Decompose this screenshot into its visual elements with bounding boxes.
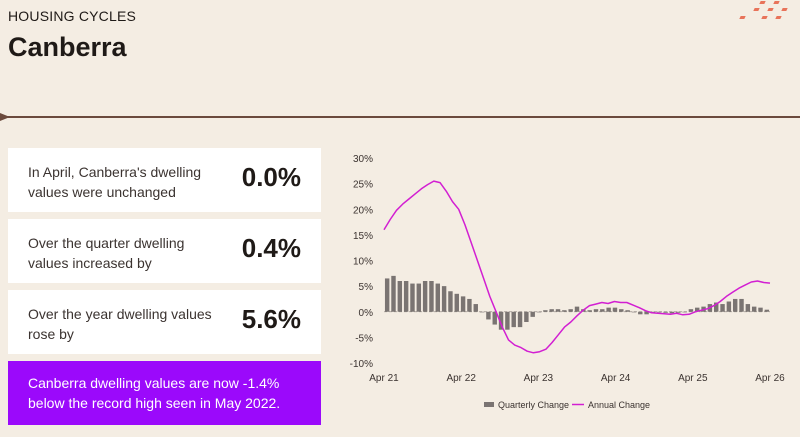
y-tick-label: 0% — [359, 308, 374, 319]
y-tick-label: -10% — [350, 359, 373, 370]
quarterly-change-bar — [593, 309, 599, 312]
quarterly-change-bar — [448, 291, 453, 312]
quarterly-change-bar — [657, 311, 662, 313]
eyebrow-label: HOUSING CYCLES — [8, 8, 137, 24]
quarterly-change-bar — [498, 311, 504, 330]
quarterly-change-bar — [536, 311, 542, 313]
quarterly-change-bar — [688, 309, 694, 312]
quarterly-change-bar — [435, 283, 441, 312]
y-tick-label: 10% — [353, 257, 373, 268]
page-title: Canberra — [8, 32, 127, 62]
quarterly-change-bar — [543, 310, 548, 312]
quarterly-change-bar — [682, 311, 687, 313]
quarterly-change-bar — [745, 304, 751, 312]
y-tick-label: 30% — [353, 154, 373, 165]
quarterly-change-bar — [416, 283, 422, 312]
quarterly-change-bar — [486, 311, 491, 320]
quarterly-change-bar — [422, 281, 428, 312]
x-tick-label: Apr 26 — [755, 373, 785, 384]
quarterly-change-bar — [473, 304, 478, 312]
quarterly-change-bar — [676, 311, 681, 313]
quarterly-change-bar — [479, 311, 485, 313]
quarterly-change-bar — [669, 311, 675, 314]
quarterly-change-bar — [410, 283, 415, 312]
quarterly-change-bar — [713, 302, 719, 312]
quarterly-change-bar — [663, 311, 668, 313]
quarterly-change-bar — [612, 307, 618, 312]
x-tick-label: Apr 21 — [369, 373, 399, 384]
quarterly-change-bar — [467, 298, 472, 312]
quarterly-change-bar — [397, 281, 403, 312]
y-tick-label: 20% — [353, 205, 373, 216]
y-tick-label: 25% — [353, 180, 373, 191]
legend-quarterly-label: Quarterly Change — [498, 400, 569, 410]
stat-card-annual: Over the year dwelling values rose by 5.… — [8, 290, 321, 354]
quarterly-change-bar — [587, 310, 592, 312]
quarterly-change-bar — [530, 311, 535, 317]
stat-card-monthly: In April, Canberra's dwelling values wer… — [8, 148, 321, 212]
quarterly-change-bar — [549, 309, 554, 312]
quarterly-change-bar — [720, 304, 725, 312]
stat-value: 5.6% — [241, 304, 301, 334]
stat-card-quarterly: Over the quarter dwelling values increas… — [8, 219, 321, 283]
quarterly-change-bar — [391, 275, 396, 312]
quarterly-change-bar — [562, 310, 567, 312]
quarterly-change-bar — [454, 293, 459, 312]
quarterly-change-bar — [429, 281, 434, 312]
decorative-marks-icon — [739, 0, 790, 22]
x-tick-label: Apr 25 — [678, 373, 708, 384]
stat-description: Over the quarter dwelling values increas… — [28, 235, 185, 271]
quarterly-change-bar — [726, 301, 732, 312]
quarterly-change-bar — [625, 310, 630, 312]
y-tick-label: 15% — [353, 231, 373, 242]
quarterly-change-bar — [732, 298, 738, 312]
x-tick-label: Apr 24 — [601, 373, 631, 384]
quarterly-change-bar — [511, 311, 516, 328]
quarterly-change-bar — [631, 311, 637, 313]
quarterly-change-bar — [441, 286, 447, 312]
y-tick-label: -5% — [355, 333, 373, 344]
quarterly-change-bar — [638, 311, 643, 315]
quarterly-change-bar — [403, 281, 409, 312]
legend-annual-label: Annual Change — [588, 400, 650, 410]
callout-text: Canberra dwelling values are now -1.4% b… — [28, 375, 281, 411]
quarterly-change-bar — [568, 309, 573, 312]
quarterly-change-bar — [505, 311, 510, 330]
quarterly-change-bar — [574, 306, 580, 312]
quarterly-change-bar — [384, 278, 390, 312]
quarterly-change-bar — [524, 311, 529, 322]
y-tick-label: 5% — [359, 282, 374, 293]
quarterly-change-bar — [606, 307, 611, 312]
quarterly-change-bar — [619, 309, 624, 312]
quarterly-change-bar — [517, 311, 523, 328]
annual-change-line — [383, 180, 771, 354]
quarterly-change-bar — [492, 311, 497, 325]
quarterly-change-bar — [600, 309, 605, 312]
quarterly-change-bar — [758, 307, 763, 312]
quarterly-change-bar — [764, 309, 770, 312]
quarterly-change-bar — [555, 309, 561, 312]
stat-value: 0.4% — [241, 233, 301, 263]
x-tick-label: Apr 22 — [446, 373, 476, 384]
quarterly-change-bar — [739, 298, 744, 312]
stat-description: In April, Canberra's dwelling values wer… — [28, 164, 202, 200]
quarterly-change-bar — [460, 296, 466, 312]
stat-description: Over the year dwelling values rose by — [28, 306, 212, 342]
quarterly-change-bar — [644, 311, 649, 315]
x-tick-label: Apr 23 — [524, 373, 554, 384]
record-high-callout: Canberra dwelling values are now -1.4% b… — [8, 361, 321, 425]
legend-bar-swatch — [484, 402, 494, 407]
quarterly-change-bar — [695, 307, 700, 312]
housing-cycle-chart: 30% 25% 20% 15% 10% 5% 0% -5% -10% Apr 21 Apr 22 A… — [350, 154, 786, 410]
stat-value: 0.0% — [241, 162, 301, 192]
section-divider — [0, 116, 800, 118]
quarterly-change-bar — [751, 306, 757, 312]
